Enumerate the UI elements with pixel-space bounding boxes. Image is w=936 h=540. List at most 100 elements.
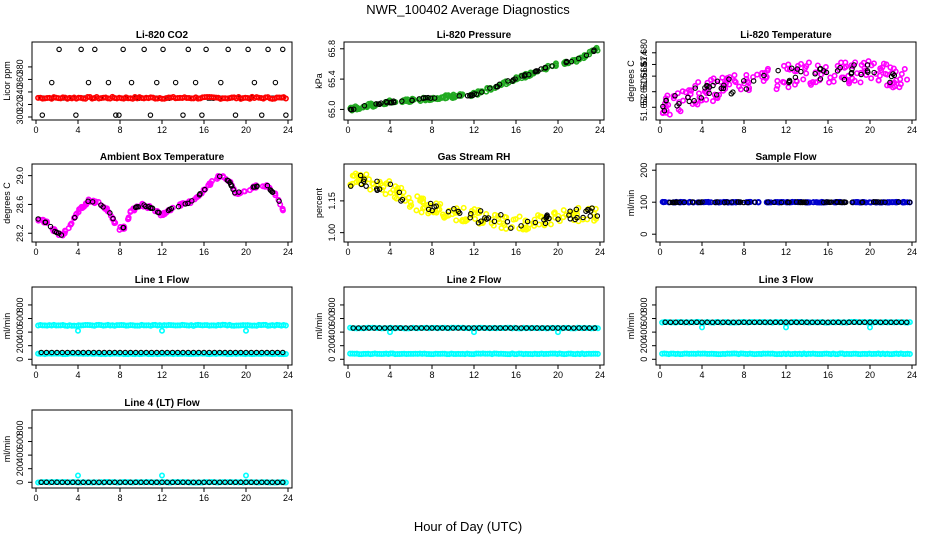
- data-point: [203, 46, 209, 53]
- data-point: [467, 214, 473, 221]
- data-point: [498, 212, 504, 218]
- data-point: [59, 349, 65, 356]
- data-point: [756, 319, 763, 326]
- data-point: [145, 204, 152, 210]
- data-point: [695, 79, 702, 86]
- data-point: [406, 203, 413, 210]
- data-point: [676, 199, 682, 206]
- data-point: [442, 92, 449, 99]
- data-point: [47, 223, 54, 230]
- data-point: [788, 319, 794, 326]
- data-point: [519, 73, 525, 79]
- data-point: [751, 199, 758, 205]
- y-tick-label: 65.0: [327, 101, 337, 119]
- data-point: [751, 319, 758, 326]
- data-point: [132, 204, 139, 211]
- x-tick-label: 20: [553, 370, 563, 380]
- data-point: [897, 76, 904, 83]
- x-tick-label: 4: [75, 247, 80, 257]
- data-point: [826, 199, 832, 205]
- data-point: [122, 349, 129, 356]
- y-tick-label: 1.15: [327, 192, 337, 210]
- data-point: [360, 178, 367, 185]
- data-point: [745, 199, 751, 206]
- data-point: [423, 325, 430, 331]
- data-point: [721, 82, 727, 89]
- series-red-band: [35, 93, 289, 102]
- data-point: [274, 349, 281, 356]
- data-point: [581, 325, 587, 331]
- data-point: [225, 46, 231, 53]
- data-point: [573, 208, 580, 215]
- data-point: [456, 93, 463, 99]
- data-point: [175, 203, 182, 210]
- data-point: [492, 325, 498, 331]
- data-point: [814, 319, 821, 326]
- data-point: [473, 91, 480, 98]
- series-black-constant: [350, 325, 598, 331]
- data-point: [810, 199, 817, 206]
- panel-line-2-flow: Line 2 Flow ml/min 0 4 8 12 16 20 24 0 20040060080…: [314, 275, 605, 380]
- data-point: [709, 319, 716, 326]
- x-tick-label: 16: [823, 125, 833, 135]
- data-point: [397, 325, 404, 331]
- panel-line-4-lt-flow: Line 4 (LT) Flow ml/min 0 4 8 12 16 20 24 0 200400…: [2, 398, 293, 503]
- data-point: [851, 62, 857, 68]
- data-point: [180, 349, 186, 356]
- x-tick-label: 20: [865, 125, 875, 135]
- data-point: [222, 349, 228, 356]
- data-point: [154, 79, 160, 86]
- data-point: [67, 221, 74, 228]
- data-point: [888, 319, 894, 326]
- data-point: [164, 349, 171, 356]
- data-point: [510, 216, 517, 223]
- data-point: [138, 479, 144, 486]
- data-point: [884, 71, 891, 78]
- x-tick-label: 12: [157, 493, 167, 503]
- data-point: [59, 479, 65, 486]
- data-point: [772, 319, 779, 326]
- data-point: [440, 213, 447, 220]
- y-tick-label: 200: [639, 163, 649, 178]
- y-tick-label: 200: [639, 338, 649, 353]
- data-point: [726, 76, 732, 82]
- data-point: [192, 79, 199, 86]
- data-point: [376, 178, 383, 185]
- data-point: [737, 199, 744, 205]
- x-tick-label: 4: [699, 370, 704, 380]
- data-point: [199, 112, 205, 118]
- data-point: [849, 199, 855, 206]
- data-point: [496, 81, 503, 88]
- data-point: [225, 178, 232, 184]
- data-point: [35, 216, 41, 222]
- data-point: [185, 349, 192, 356]
- data-point: [127, 208, 134, 215]
- data-point: [436, 206, 443, 213]
- data-point: [713, 92, 720, 98]
- y-tick-label: 65.8: [327, 40, 337, 58]
- data-point: [508, 225, 514, 231]
- y-tick-label: 600: [327, 311, 337, 326]
- data-point: [524, 218, 531, 225]
- data-point: [501, 222, 508, 229]
- y-tick-label: 800: [15, 420, 25, 435]
- x-tick-label: 8: [117, 370, 122, 380]
- data-point: [825, 319, 831, 326]
- series-black-open: [347, 172, 601, 231]
- data-point: [217, 173, 223, 180]
- data-point: [587, 213, 594, 219]
- data-point: [265, 46, 271, 53]
- data-point: [460, 204, 467, 211]
- y-tick-label: 320: [15, 97, 25, 112]
- data-point: [253, 479, 260, 486]
- data-point: [498, 225, 505, 232]
- data-point: [868, 75, 875, 82]
- data-point: [206, 349, 213, 356]
- panel-title: Li-820 Pressure: [437, 30, 512, 41]
- data-point: [227, 479, 234, 486]
- y-tick-label: 1.00: [327, 224, 337, 242]
- data-point: [365, 176, 372, 183]
- data-point: [472, 215, 479, 222]
- data-point: [387, 181, 394, 188]
- data-point: [705, 199, 712, 206]
